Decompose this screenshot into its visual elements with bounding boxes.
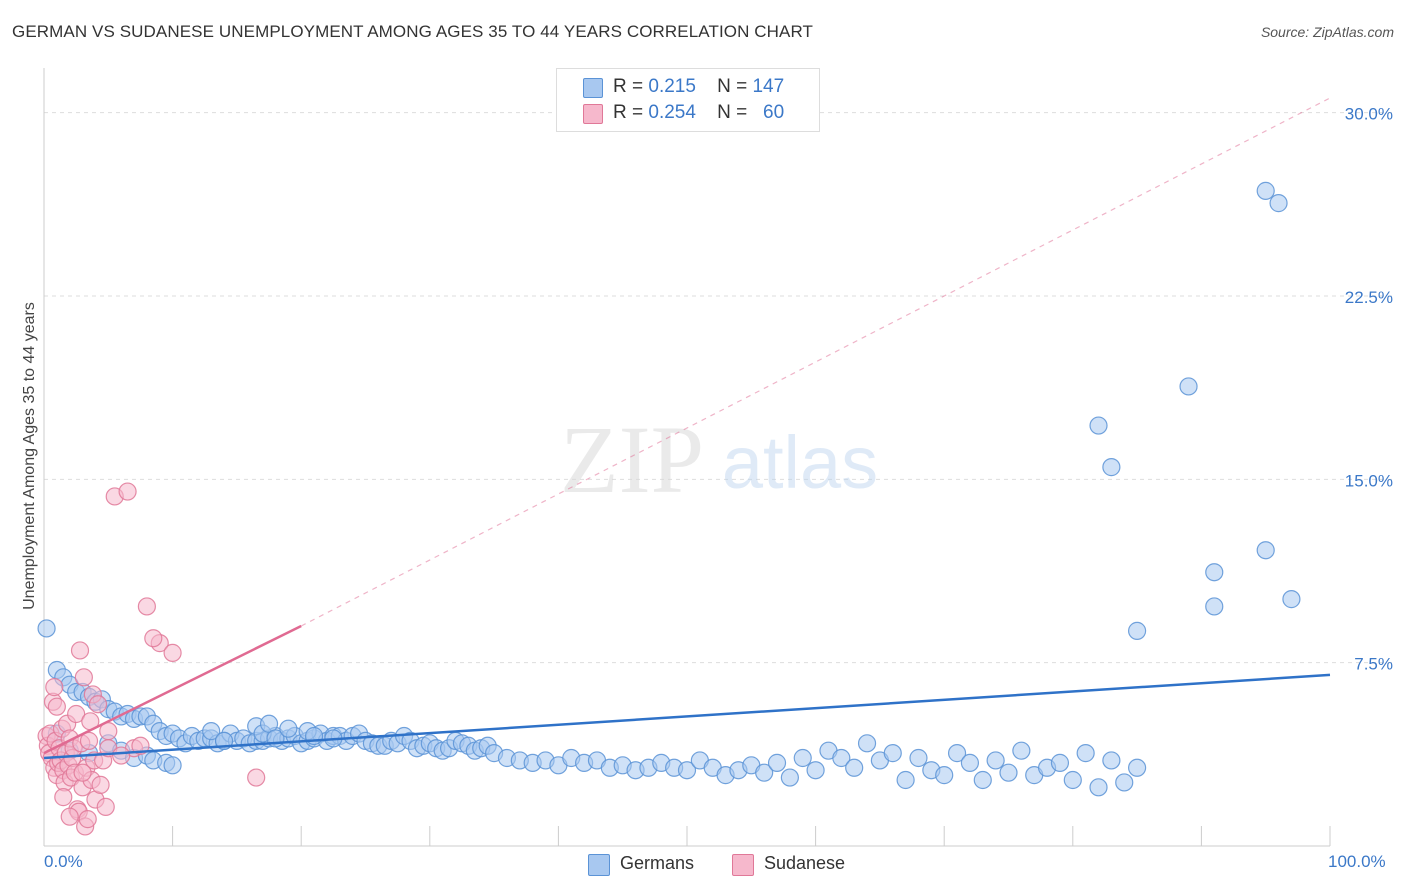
source-label: Source: ZipAtlas.com (1260, 24, 1394, 40)
data-point (832, 748, 851, 768)
data-point (857, 734, 877, 753)
data-point (1050, 753, 1070, 772)
data-point (1102, 458, 1121, 477)
data-point (88, 695, 108, 714)
data-point (1012, 741, 1031, 760)
data-point (896, 770, 915, 790)
trend-lines (43, 97, 1331, 760)
data-point (1282, 590, 1301, 609)
legend-n-label: N = (717, 76, 748, 97)
data-point (73, 763, 92, 782)
data-point (767, 753, 787, 772)
data-point (1127, 621, 1147, 640)
data-point (1269, 194, 1288, 213)
data-point (91, 775, 110, 794)
legend-r-value: 0.215 (648, 76, 696, 97)
data-point (986, 751, 1005, 770)
data-point (909, 748, 928, 768)
legend-r-label: R = (613, 102, 644, 123)
data-point (137, 597, 156, 616)
data-point (973, 770, 992, 790)
y-tick-label: 7.5% (1354, 655, 1393, 674)
watermark-zip: ZIP (560, 406, 704, 513)
data-point (163, 643, 182, 662)
data-point (74, 668, 93, 687)
legend-n-value: 60 (763, 102, 785, 123)
data-point (1115, 773, 1134, 792)
data-point (1063, 770, 1082, 790)
data-point (1205, 563, 1224, 582)
data-point (883, 744, 902, 763)
data-point (677, 761, 697, 780)
y-tick-label: 15.0% (1345, 471, 1393, 490)
data-point (79, 731, 99, 750)
data-point (163, 756, 182, 775)
legend-swatch-sudanese (583, 104, 603, 124)
data-point (960, 753, 980, 772)
data-point (755, 763, 774, 782)
data-point (37, 619, 56, 638)
data-point (96, 797, 115, 816)
data-point (144, 629, 163, 648)
x-tick-label-min: 0.0% (44, 852, 83, 871)
data-point (54, 788, 73, 807)
series-sudanese (37, 482, 266, 836)
legend-r-label: R = (613, 76, 644, 97)
y-tick-label: 30.0% (1345, 105, 1393, 124)
bottom-legend-swatch-germans (588, 854, 610, 876)
data-point (1102, 751, 1121, 770)
data-point (1127, 758, 1147, 777)
data-point (935, 766, 954, 785)
bottom-legend-label-sudanese: Sudanese (764, 853, 846, 873)
data-point (1089, 416, 1108, 435)
legend-r-value: 0.254 (648, 102, 696, 123)
data-point (806, 761, 825, 780)
data-point (45, 678, 64, 697)
data-point (1089, 778, 1108, 797)
bottom-legend-label-germans: Germans (620, 853, 695, 873)
data-point (67, 704, 86, 724)
axes (43, 68, 1331, 847)
data-point (1256, 541, 1275, 560)
data-point (70, 641, 90, 660)
trend-extension-sudanese (300, 97, 1331, 627)
data-point (112, 746, 131, 765)
legend-swatch-germans (583, 78, 603, 98)
data-point (780, 768, 799, 787)
data-point (947, 744, 967, 763)
y-tick-labels: 7.5% 15.0% 22.5% 30.0% (1345, 105, 1393, 674)
watermark-atlas: atlas (722, 421, 878, 504)
data-point (1179, 377, 1198, 396)
grid-lines (44, 112, 1392, 664)
legend-n-label: N = (717, 102, 748, 123)
data-point (247, 768, 266, 787)
trend-line-sudanese (43, 624, 302, 755)
trend-line-germans (43, 673, 1331, 760)
data-point (131, 736, 150, 755)
data-points (37, 181, 1301, 836)
x-tick-label-max: 100.0% (1328, 852, 1386, 871)
legend: R = 0.215 N = 147 R = 0.254 N = 60 (556, 68, 820, 132)
data-point (793, 748, 812, 768)
data-point (1205, 597, 1224, 616)
data-point (845, 758, 864, 777)
data-point (118, 482, 137, 501)
data-point (47, 697, 66, 716)
data-point (60, 807, 79, 826)
chart-title: GERMAN VS SUDANESE UNEMPLOYMENT AMONG AG… (12, 22, 814, 41)
y-tick-label: 22.5% (1345, 288, 1393, 307)
data-point (1256, 181, 1275, 200)
legend-n-value: 147 (752, 76, 785, 97)
data-point (78, 810, 97, 829)
data-point (279, 719, 298, 738)
data-point (202, 722, 221, 741)
data-point (999, 763, 1018, 782)
bottom-legend-swatch-sudanese (732, 854, 754, 876)
data-point (1076, 744, 1095, 763)
